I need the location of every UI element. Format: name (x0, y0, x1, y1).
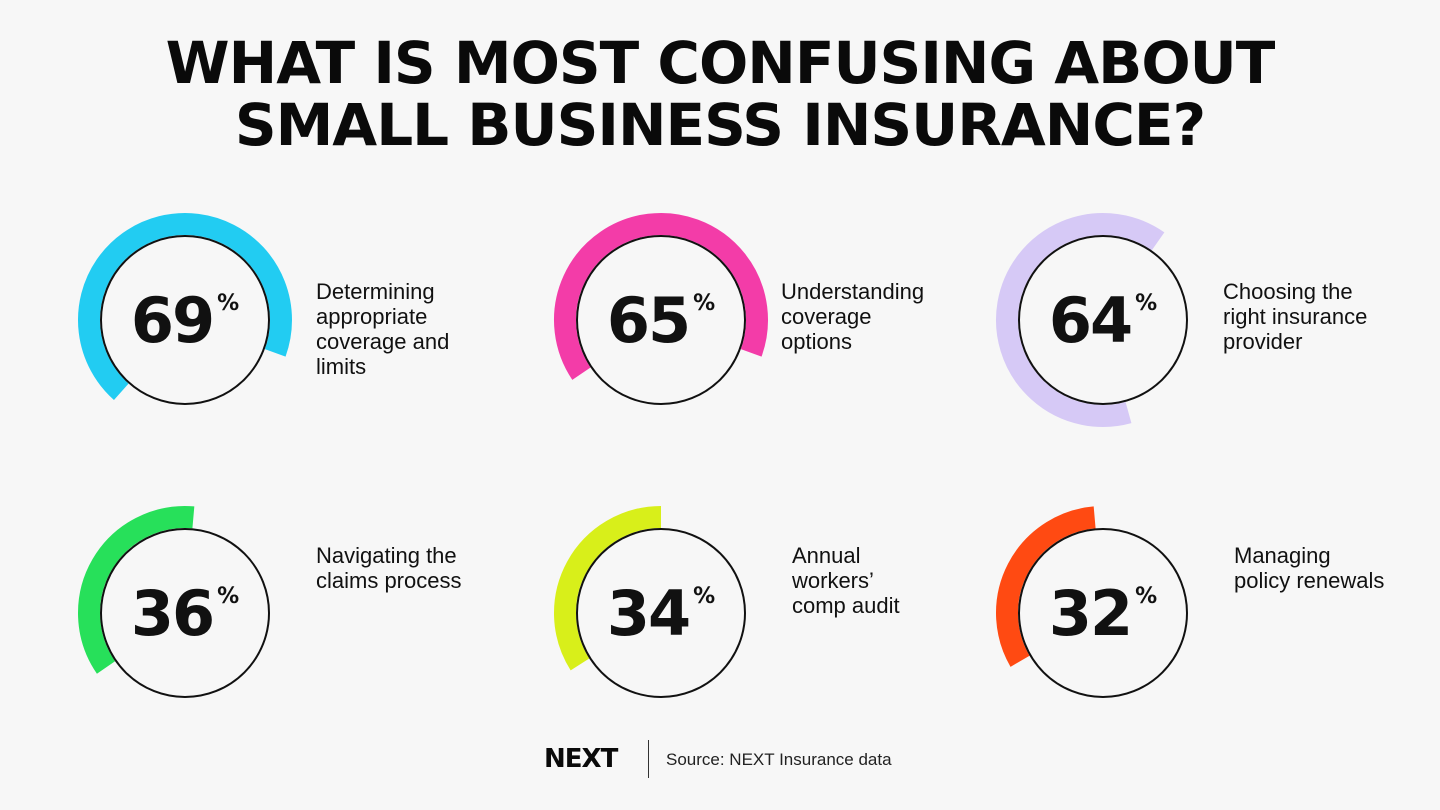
label-line: options (781, 329, 852, 354)
label-line: right insurance (1223, 304, 1368, 329)
label-line: claims process (316, 568, 462, 593)
donut-ring (546, 498, 776, 728)
percent-sign: % (693, 584, 716, 609)
value-number: 34 (606, 576, 691, 650)
label-line: policy renewals (1234, 568, 1385, 593)
label-line: Navigating the (316, 543, 457, 568)
donut-outline (100, 235, 270, 405)
donut-item: 64% Choosing the right insurance provider (988, 205, 1428, 435)
label-line: Annual (792, 543, 861, 568)
label-line: Determining (316, 279, 435, 304)
donut-arc (996, 506, 1096, 667)
label-line: Understanding (781, 279, 925, 304)
donut-value: 36% (70, 498, 300, 728)
label-line: Choosing the (1223, 279, 1353, 304)
donut-label: Annual workers’ comp audit (792, 543, 982, 618)
donut-label: Understanding coverage options (781, 279, 971, 354)
donut-ring (70, 498, 300, 728)
value-number: 64 (1048, 283, 1133, 357)
chart-title: What is most confusing about small busin… (0, 32, 1440, 156)
donut-outline (576, 528, 746, 698)
donut-label: Navigating the claims process (316, 543, 506, 593)
label-line: Managing (1234, 543, 1331, 568)
donut-outline (1018, 235, 1188, 405)
donut-label: Determining appropriate coverage and limits (316, 279, 506, 379)
value-number: 36 (130, 576, 215, 650)
label-line: comp audit (792, 593, 900, 618)
donut-outline (576, 235, 746, 405)
donut-item: 34% Annual workers’ comp audit (546, 498, 986, 728)
donut-arc (78, 506, 195, 674)
donut-value: 32% (988, 498, 1218, 728)
label-line: provider (1223, 329, 1303, 354)
label-line: appropriate (316, 304, 428, 329)
donut-outline (1018, 528, 1188, 698)
label-line: workers’ (792, 568, 874, 593)
donut-svg (996, 506, 1188, 698)
donut-svg (78, 213, 292, 405)
donut-svg (996, 213, 1188, 427)
donut-svg (554, 213, 768, 405)
donut-item: 69% Determining appropriate coverage and lim… (70, 205, 510, 435)
next-logo: NEXT (544, 744, 618, 774)
donut-arc (554, 213, 768, 380)
title-line-1: What is most confusing about (165, 29, 1276, 97)
donut-svg (78, 506, 270, 698)
donut-item: 36% Navigating the claims process (70, 498, 510, 728)
value-number: 69 (130, 283, 215, 357)
percent-sign: % (693, 291, 716, 316)
donut-value: 34% (546, 498, 776, 728)
donut-ring (546, 205, 776, 435)
donut-ring (988, 498, 1218, 728)
donut-outline (100, 528, 270, 698)
percent-sign: % (1135, 291, 1158, 316)
footer-divider (648, 740, 649, 778)
value-number: 32 (1048, 576, 1133, 650)
label-line: coverage (781, 304, 872, 329)
donut-item: 65% Understanding coverage options (546, 205, 986, 435)
percent-sign: % (1135, 584, 1158, 609)
value-number: 65 (606, 283, 691, 357)
donut-value: 69% (70, 205, 300, 435)
donut-item: 32% Managing policy renewals (988, 498, 1428, 728)
donut-value: 64% (988, 205, 1218, 435)
donut-arc (996, 213, 1165, 427)
source-note: Source: NEXT Insurance data (666, 750, 892, 769)
label-line: coverage and (316, 329, 450, 354)
donut-label: Choosing the right insurance provider (1223, 279, 1413, 354)
label-line: limits (316, 354, 367, 379)
donut-arc (554, 506, 662, 671)
donut-ring (70, 205, 300, 435)
donut-ring (988, 205, 1218, 435)
title-line-2: small business insurance? (234, 91, 1206, 159)
percent-sign: % (217, 584, 240, 609)
donut-label: Managing policy renewals (1234, 543, 1424, 593)
donut-svg (554, 506, 746, 698)
donut-value: 65% (546, 205, 776, 435)
footer: NEXT Source: NEXT Insurance data (0, 738, 1440, 780)
percent-sign: % (217, 291, 240, 316)
donut-arc (78, 213, 292, 400)
